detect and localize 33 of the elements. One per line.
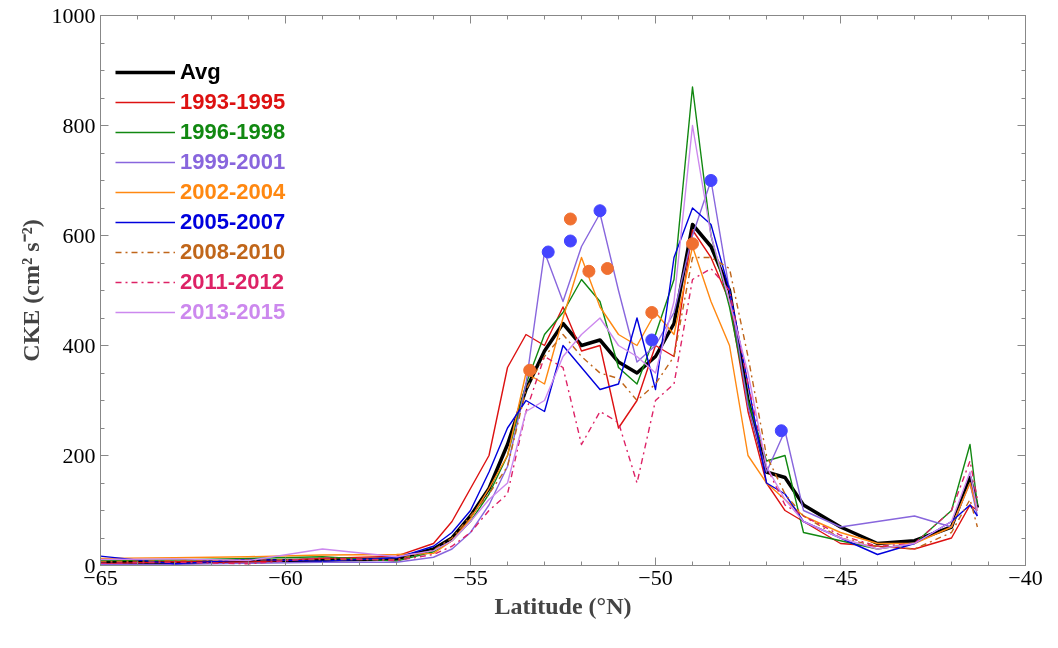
- legend-label: 2005-2007: [180, 209, 286, 235]
- legend-label: 1999-2001: [180, 149, 286, 175]
- legend-label: 1996-1998: [180, 119, 286, 145]
- point: [593, 204, 607, 218]
- y-tick-label: 1000: [51, 2, 96, 28]
- x-tick-label: −50: [638, 564, 673, 590]
- x-tick-label: −45: [823, 564, 858, 590]
- point: [600, 262, 614, 275]
- x-tick-label: −60: [268, 564, 303, 590]
- y-tick-label: 800: [62, 112, 96, 138]
- point: [686, 237, 699, 251]
- y-tick-label: 600: [62, 222, 96, 248]
- y-tick-label: 200: [62, 442, 96, 468]
- y-axis-title: CKE (cm² s⁻²): [17, 219, 44, 362]
- point: [563, 234, 577, 248]
- point: [523, 363, 537, 377]
- point: [645, 306, 659, 319]
- x-tick-label: −40: [1008, 564, 1043, 590]
- legend-label: 2011-2012: [180, 269, 284, 295]
- point: [582, 264, 596, 278]
- point: [541, 245, 555, 259]
- legend-label: Avg: [180, 59, 221, 85]
- point: [645, 333, 659, 347]
- y-tick-label: 400: [62, 332, 96, 358]
- legend-label: 2002-2004: [180, 179, 286, 205]
- x-axis-title: Latitude (°N): [494, 592, 632, 619]
- point: [704, 174, 718, 187]
- x-tick-label: −55: [453, 564, 488, 590]
- legend-label: 2013-2015: [180, 299, 286, 325]
- legend-label: 1993-1995: [180, 89, 286, 115]
- legend-label: 2008-2010: [180, 239, 286, 265]
- point: [774, 424, 788, 438]
- point: [563, 212, 577, 226]
